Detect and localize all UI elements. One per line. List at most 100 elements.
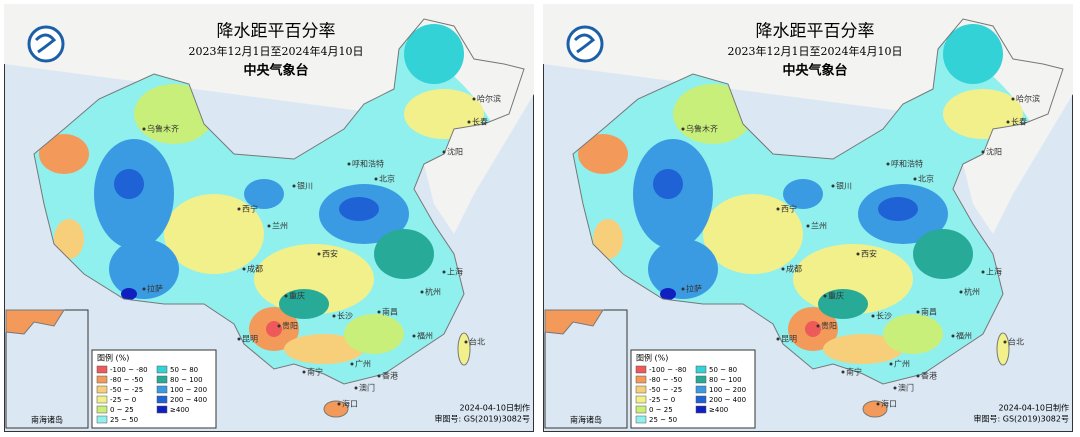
city-label: 银川 bbox=[836, 181, 852, 191]
city-dot bbox=[464, 340, 468, 344]
city-dot bbox=[1003, 340, 1007, 344]
city-label: 贵阳 bbox=[282, 321, 298, 331]
precip-patch bbox=[284, 334, 364, 364]
city-label: 贵阳 bbox=[821, 321, 837, 331]
precip-patch bbox=[266, 321, 282, 337]
legend-label: -25 ~ 0 bbox=[649, 396, 675, 404]
legend-swatch bbox=[96, 375, 108, 384]
city-dot bbox=[681, 287, 685, 291]
city-label: 呼和浩特 bbox=[352, 159, 384, 169]
city-dot bbox=[876, 402, 880, 406]
city-dot bbox=[841, 370, 845, 374]
inset-land bbox=[5, 309, 65, 335]
city-dot bbox=[284, 294, 288, 298]
title: 降水距平百分率 bbox=[756, 22, 875, 42]
city-label: 拉萨 bbox=[147, 284, 163, 294]
legend-label: 100 ~ 200 bbox=[170, 386, 207, 394]
city-label: 福州 bbox=[956, 332, 972, 341]
city-dot bbox=[916, 374, 920, 378]
legend-label: -50 ~ -25 bbox=[649, 386, 682, 394]
city-label: 北京 bbox=[379, 174, 395, 184]
city-label: 哈尔滨 bbox=[1016, 94, 1040, 104]
legend-label: 200 ~ 400 bbox=[709, 396, 746, 404]
legend-swatch bbox=[635, 415, 647, 424]
city-label: 广州 bbox=[355, 359, 371, 369]
legend-box bbox=[91, 349, 217, 429]
precip-patch bbox=[648, 239, 718, 299]
legend-label: -100 ~ -80 bbox=[110, 366, 148, 374]
precip-patch bbox=[783, 179, 823, 209]
city-dot bbox=[981, 150, 985, 154]
legend-swatch bbox=[156, 365, 168, 374]
city-label: 杭州 bbox=[964, 287, 980, 297]
logo-mark bbox=[34, 33, 57, 54]
city-dot bbox=[442, 270, 446, 274]
city-label: 南昌 bbox=[921, 307, 937, 317]
hainan bbox=[862, 400, 888, 418]
logo bbox=[566, 25, 604, 63]
legend-swatch bbox=[695, 375, 707, 384]
title: 降水距平百分率 bbox=[217, 22, 336, 42]
legend-label: 0 ~ 25 bbox=[110, 406, 134, 414]
legend-swatch bbox=[635, 405, 647, 414]
city-label: 南昌 bbox=[382, 307, 398, 317]
legend-swatch bbox=[96, 405, 108, 414]
city-dot bbox=[816, 324, 820, 328]
legend-label: 100 ~ 200 bbox=[709, 386, 746, 394]
legend-swatch bbox=[156, 385, 168, 394]
legend-swatch bbox=[635, 385, 647, 394]
footer-text: 审图号: GS(2019)3082号 bbox=[974, 414, 1069, 424]
city-dot bbox=[781, 267, 785, 271]
city-dot bbox=[959, 290, 963, 294]
city-dot bbox=[806, 224, 810, 228]
precip-patch bbox=[121, 288, 137, 300]
city-label: 香港 bbox=[382, 371, 398, 381]
legend-label: -80 ~ -50 bbox=[110, 376, 143, 384]
city-label: 西安 bbox=[322, 249, 338, 259]
precip-patch bbox=[660, 288, 676, 300]
footer-text: 审图号: GS(2019)3082号 bbox=[435, 414, 530, 424]
city-dot bbox=[916, 310, 920, 314]
footer-text: 2024-04-10日制作 bbox=[460, 403, 531, 413]
china-border bbox=[572, 18, 1064, 385]
precip-patch bbox=[823, 334, 903, 364]
city-label: 昆明 bbox=[781, 335, 797, 344]
legend-swatch bbox=[635, 375, 647, 384]
legend-title: 图例 (%) bbox=[636, 353, 668, 363]
legend-label: 50 ~ 80 bbox=[170, 366, 198, 374]
city-dot bbox=[242, 267, 246, 271]
precip-patch bbox=[344, 314, 404, 354]
precip-patch bbox=[878, 197, 918, 221]
city-label: 西安 bbox=[861, 249, 877, 259]
city-dot bbox=[776, 337, 780, 341]
city-label: 长沙 bbox=[876, 311, 892, 321]
precip-patch bbox=[244, 179, 284, 209]
city-label: 南宁 bbox=[846, 367, 862, 377]
subtitle: 2023年12月1日至2024年4月10日 bbox=[189, 44, 364, 58]
legend-label: 80 ~ 100 bbox=[170, 376, 203, 384]
city-dot bbox=[332, 314, 336, 318]
city-label: 重庆 bbox=[828, 291, 844, 301]
city-dot bbox=[337, 402, 341, 406]
city-label: 长沙 bbox=[337, 311, 353, 321]
legend-title: 图例 (%) bbox=[97, 353, 129, 363]
city-label: 长春 bbox=[1011, 117, 1027, 127]
city-dot bbox=[472, 97, 476, 101]
legend-label: 25 ~ 50 bbox=[649, 416, 677, 424]
city-label: 呼和浩特 bbox=[891, 159, 923, 169]
legend-label: 80 ~ 100 bbox=[709, 376, 742, 384]
legend-label: -50 ~ -25 bbox=[110, 386, 143, 394]
city-label: 兰州 bbox=[811, 221, 827, 231]
precip-patch bbox=[578, 134, 628, 174]
legend-label: -100 ~ -80 bbox=[649, 366, 687, 374]
city-label: 昆明 bbox=[242, 335, 258, 344]
city-label: 广州 bbox=[894, 359, 910, 369]
map-panel: 降水距平百分率 2023年12月1日至2024年4月10日中央气象台乌鲁木齐呼和浩… bbox=[4, 4, 534, 432]
city-dot bbox=[377, 310, 381, 314]
precip-patch bbox=[339, 197, 379, 221]
city-dot bbox=[354, 386, 358, 390]
city-dot bbox=[856, 252, 860, 256]
precip-patch bbox=[54, 219, 84, 259]
city-label: 西宁 bbox=[781, 204, 797, 214]
city-label: 沈阳 bbox=[986, 147, 1002, 157]
